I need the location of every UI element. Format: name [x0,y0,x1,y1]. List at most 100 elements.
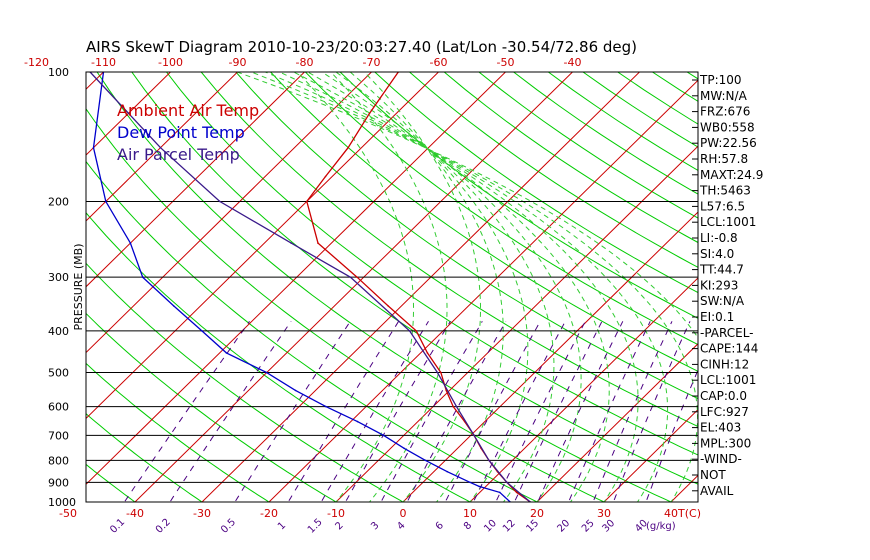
mixing-ratio-line [406,321,507,502]
moist-adiabat-line [251,72,698,502]
moist-adiabat-line [321,72,555,502]
bottom-temp-tick-label: -20 [260,507,278,520]
stability-index-item: AVAIL [700,484,734,498]
legend-dew-point-temp: Dew Point Temp [117,123,245,142]
isotherm-line [335,145,698,502]
pressure-tick-label: 1000 [48,496,76,509]
dew-point-temp-point [403,447,405,450]
air-parcel-temp-point [290,242,293,244]
dry-adiabat-line [86,362,270,502]
plot-frame [85,71,699,503]
y-axis-label: PRESSURE (MB) [72,244,85,331]
stability-index-item: EL:403 [700,421,741,435]
mixing-ratio-tick-label: 12 [501,518,518,535]
dew-point-temp-point [469,481,471,484]
top-temp-tick-label: -110 [91,56,116,69]
dew-point-temp-point [294,389,297,392]
stability-index-item: WB0:558 [700,120,755,134]
dry-adiabat-line [826,72,870,511]
pressure-tick-label: 800 [48,454,69,467]
ambient-air-temp-point [368,112,371,115]
moist-adiabat-line [296,72,414,502]
mixing-ratio-tick-label: 0.5 [219,517,238,536]
mixing-ratio-line [513,321,603,502]
mixing-ratio-tick-label: 1 [276,520,288,532]
moist-adiabat-line [363,72,481,502]
stability-index-item: KI:293 [700,278,738,292]
pressure-tick-label: 500 [48,367,69,380]
chart-title: AIRS SkewT Diagram 2010-10-23/20:03:27.4… [86,38,637,56]
dry-adiabat-line [86,463,136,502]
dew-point-temp-point [265,371,268,374]
stability-index-item: TT:44.7 [699,263,744,277]
pressure-tick-labels: 100 200 300 400 500 600 700 800 900 1000 [48,66,76,509]
moist-adiabat-line [335,72,529,502]
bottom-temp-tick-label: 10 [463,507,477,520]
dew-point-temp-point [446,470,449,473]
bottom-temp-tick-label: -30 [193,507,211,520]
air-parcel-temp-point [218,200,221,203]
isotherm-line [86,72,306,288]
temp-unit-label: T(C) [677,507,701,520]
mixing-ratio-tick-label: 25 [580,518,597,535]
moist-adiabat-line [330,72,448,502]
ambient-air-temp-point [515,491,518,494]
dry-adiabat-line [757,72,870,511]
isotherm-line [134,72,574,502]
ambient-air-temp-point [426,352,429,354]
stability-index-item: EI:0.1 [700,310,734,324]
stability-index-item: RH:57.8 [700,152,748,166]
isotherm-line [86,72,239,222]
dew-point-temp-point [499,491,501,494]
stability-index-item: LI:-0.8 [700,231,738,245]
pressure-tick-label: 400 [48,325,69,338]
stability-index-item: TP:100 [699,73,742,87]
stability-index-item: LCL:1001 [700,215,756,229]
bottom-temp-tick-label: 20 [530,507,544,520]
mixing-ratio-tick-label: 20 [555,518,572,535]
air-parcel-temp-point [349,276,352,279]
isotherm-line [536,343,698,502]
dry-adiabat-line [861,72,870,511]
isotherm-line [603,408,698,502]
top-temp-tick-label: -60 [430,56,448,69]
pressure-tick-label: 100 [48,66,69,79]
dew-point-temp-point [141,276,144,279]
dry-adiabat-line [443,72,698,244]
mixing-ratio-tick-label: 4 [395,520,407,532]
stability-index-item: LFC:927 [700,405,749,419]
dry-adiabat-line [86,413,203,502]
dew-point-temp-point [424,459,427,462]
dry-adiabat-line [86,160,539,502]
mixing-ratio-line [123,321,250,502]
stability-index-item: PW:22.56 [700,136,757,150]
ambient-air-temp-point [324,175,327,178]
dry-adiabat-line [86,212,472,502]
dry-adiabat-line [478,72,698,219]
dew-point-temp-point [325,405,327,408]
stability-index-item: SW:N/A [700,294,745,308]
moist-adiabat-line [349,72,504,502]
ambient-air-temp-point [347,146,349,149]
dew-point-temp-line [92,72,511,502]
mixing-ratio-tick-label: 15 [524,518,541,535]
dew-point-temp-point [478,485,480,488]
bottom-temp-tick-label: -50 [59,507,77,520]
moist-adiabat-line [265,72,669,502]
bottom-temp-tick-label: 0 [400,507,407,520]
stability-index-item: MAXT:24.9 [700,168,763,182]
air-parcel-temp-line [89,72,531,502]
dry-adiabat-line [86,107,606,502]
dry-adiabat-line [270,72,698,372]
top-temp-tick-label: -80 [296,56,314,69]
bottom-temperature-tick-labels: -50 -40 -30 -20 -10 0 10 20 30 40 T(C) [59,507,701,520]
stability-index-item: TH:5463 [699,184,751,198]
moist-adiabat-line [279,72,639,502]
mixing-ratio-unit-label: (g/kg) [646,521,676,532]
isotherm-line [201,72,641,502]
ambient-air-temp-point [415,330,418,332]
mixing-ratio-tick-label: 2 [334,520,346,532]
dew-point-temp-point [356,420,359,423]
moist-adiabat-line [293,72,610,502]
